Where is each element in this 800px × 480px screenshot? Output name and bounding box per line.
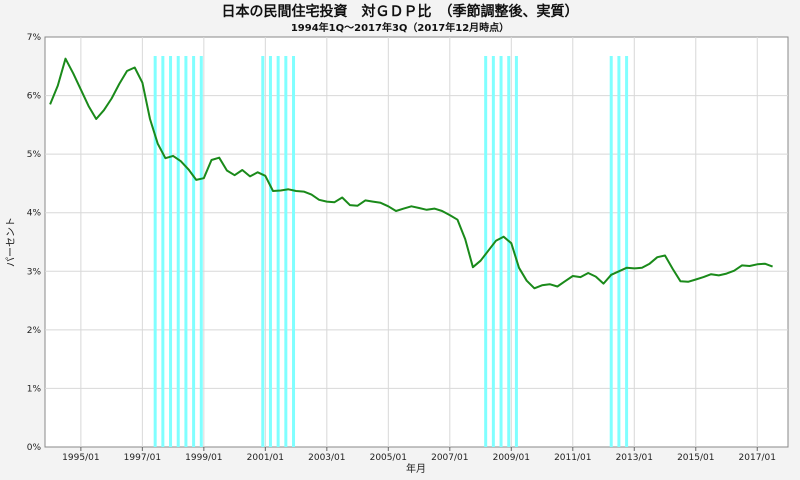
y-tick-label: 6% (27, 92, 42, 102)
x-tick-label: 2011/01 (554, 453, 591, 463)
recession-bands (153, 56, 629, 447)
line-layer (49, 57, 773, 290)
y-tick-label: 4% (27, 209, 42, 219)
series-line (49, 57, 773, 290)
chart-title: 日本の民間住宅投資 対ＧＤＰ比 （季節調整後、実質） (222, 3, 579, 20)
y-tick-label: 3% (27, 267, 42, 277)
x-axis-label: 年月 (406, 462, 426, 475)
plot-area (44, 36, 789, 448)
y-tick-label: 1% (27, 384, 42, 394)
chart-subtitle: 1994年1Q～2017年3Q（2017年12月時点） (291, 21, 509, 34)
x-tick-label: 1995/01 (62, 453, 99, 463)
x-tick-label: 2009/01 (493, 453, 530, 463)
x-tick-label: 1997/01 (124, 453, 161, 463)
x-axis-ticks: 1995/01 1997/01 1999/01 2001/01 2003/01 2005/… (62, 447, 776, 463)
y-tick-label: 7% (27, 33, 42, 43)
x-tick-label: 2003/01 (308, 453, 345, 463)
y-tick-label: 5% (27, 150, 42, 160)
y-axis-label: パーセント (5, 217, 17, 267)
x-tick-label: 2005/01 (370, 453, 407, 463)
y-axis-ticks: 0% 1% 2% 3% 4% 5% 6% 7% (27, 33, 42, 453)
y-tick-label: 0% (27, 443, 42, 453)
x-tick-label: 1999/01 (185, 453, 222, 463)
y-tick-label: 2% (27, 326, 42, 336)
x-tick-label: 2013/01 (616, 453, 653, 463)
x-tick-label: 2007/01 (431, 453, 468, 463)
x-tick-label: 2017/01 (739, 453, 776, 463)
grid (45, 37, 788, 447)
x-tick-label: 2001/01 (247, 453, 284, 463)
x-tick-label: 2015/01 (677, 453, 714, 463)
